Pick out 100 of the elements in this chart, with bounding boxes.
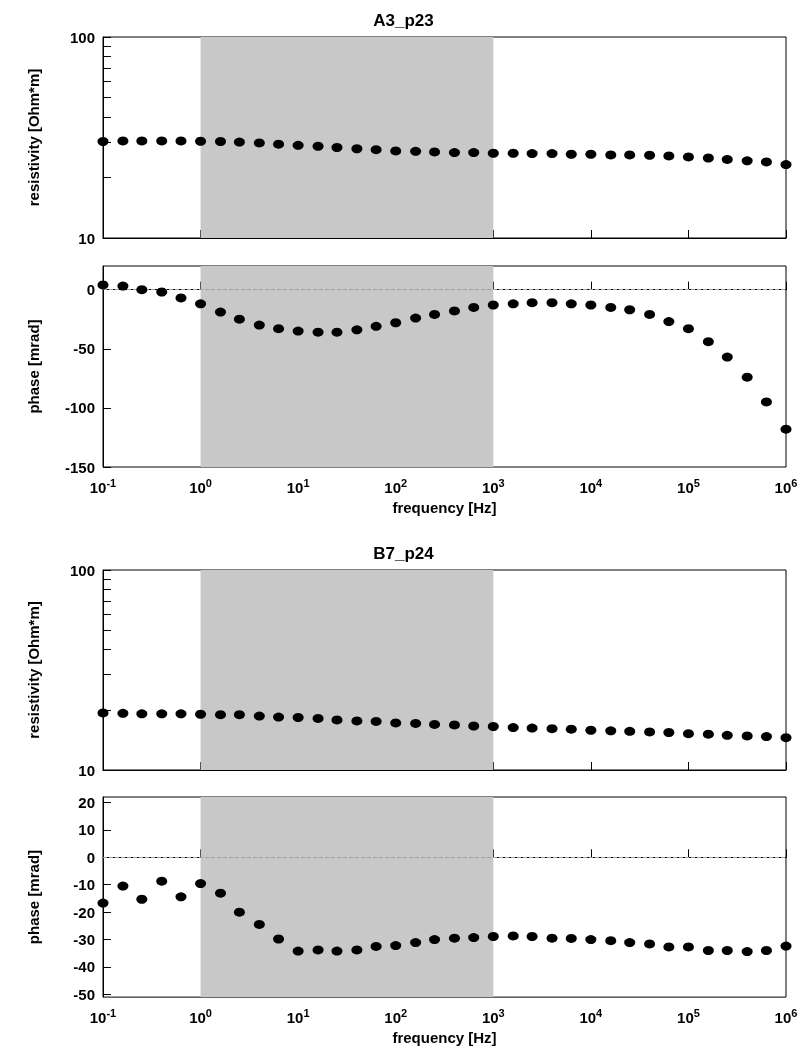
- point: [487, 932, 499, 942]
- point: [644, 727, 656, 737]
- point: [624, 150, 636, 160]
- point: [312, 327, 324, 337]
- point: [136, 136, 148, 146]
- point: [117, 281, 129, 291]
- point: [780, 733, 792, 743]
- point: [97, 708, 109, 718]
- point: [331, 715, 343, 725]
- point: [175, 136, 187, 146]
- point: [780, 424, 792, 434]
- point: [215, 710, 226, 720]
- point: [117, 136, 129, 146]
- point: [331, 143, 343, 152]
- point: [390, 718, 402, 728]
- point: [624, 305, 636, 315]
- point: [448, 720, 460, 730]
- y-tick-label: -150: [64, 458, 95, 476]
- x-axis-title: frequency [Hz]: [392, 498, 497, 516]
- point: [253, 138, 265, 148]
- point: [721, 352, 733, 362]
- point: [410, 938, 422, 948]
- y-tick-label: 20: [78, 793, 95, 811]
- point: [175, 709, 187, 719]
- point: [97, 280, 109, 290]
- point: [682, 942, 694, 952]
- point: [760, 732, 772, 742]
- y-tick-label: 0: [86, 281, 95, 299]
- point: [273, 934, 285, 944]
- y-tick-label: 10: [78, 821, 95, 839]
- point: [410, 313, 422, 323]
- point: [351, 144, 363, 154]
- point: [546, 933, 558, 943]
- point: [410, 718, 422, 728]
- point: [507, 723, 519, 733]
- point: [156, 876, 168, 886]
- point: [585, 149, 597, 159]
- point: [526, 298, 538, 308]
- point: [215, 137, 226, 147]
- point: [370, 321, 382, 331]
- point: [585, 935, 597, 945]
- point: [448, 306, 460, 316]
- point: [156, 287, 168, 297]
- point: [487, 148, 499, 158]
- point: [273, 712, 285, 722]
- point: [351, 945, 363, 955]
- point: [565, 149, 577, 159]
- point: [292, 326, 304, 336]
- point: [682, 152, 694, 162]
- y-tick-label: -30: [73, 931, 95, 949]
- point: [702, 946, 714, 955]
- point: [644, 150, 656, 160]
- point: [448, 148, 460, 158]
- point: [390, 146, 402, 156]
- point: [215, 888, 226, 898]
- point: [253, 711, 265, 721]
- point: [429, 719, 441, 729]
- point: [351, 716, 363, 726]
- point: [468, 721, 480, 731]
- point: [605, 726, 617, 736]
- point: [292, 713, 304, 723]
- point: [429, 935, 441, 945]
- point: [644, 309, 656, 319]
- point: [390, 318, 402, 328]
- y-tick-label: -50: [73, 985, 95, 1003]
- point: [487, 722, 499, 731]
- point: [702, 729, 714, 739]
- point: [624, 726, 636, 736]
- point: [195, 299, 207, 309]
- point: [780, 160, 792, 170]
- point: [253, 320, 265, 330]
- point: [682, 729, 694, 739]
- point: [117, 881, 129, 891]
- y-axis-title: resistivity [Ohm*m]: [25, 601, 42, 739]
- point: [780, 941, 792, 951]
- point: [175, 892, 187, 902]
- chart-title: A3_p23: [373, 11, 434, 30]
- point: [507, 931, 519, 941]
- point: [97, 898, 109, 908]
- point: [585, 725, 597, 735]
- point: [546, 298, 558, 308]
- point: [741, 731, 753, 741]
- point: [233, 314, 245, 324]
- point: [175, 293, 187, 303]
- point: [760, 397, 772, 407]
- point: [546, 149, 558, 159]
- point: [526, 932, 538, 942]
- point: [195, 136, 207, 146]
- point: [429, 147, 441, 157]
- point: [644, 939, 656, 949]
- point: [351, 325, 363, 335]
- point: [136, 709, 148, 719]
- point: [741, 156, 753, 166]
- point: [760, 946, 772, 955]
- point: [741, 372, 753, 382]
- point: [312, 713, 324, 723]
- point: [273, 324, 285, 334]
- y-axis-title: phase [mrad]: [25, 849, 42, 945]
- point: [370, 716, 382, 726]
- point: [448, 933, 460, 943]
